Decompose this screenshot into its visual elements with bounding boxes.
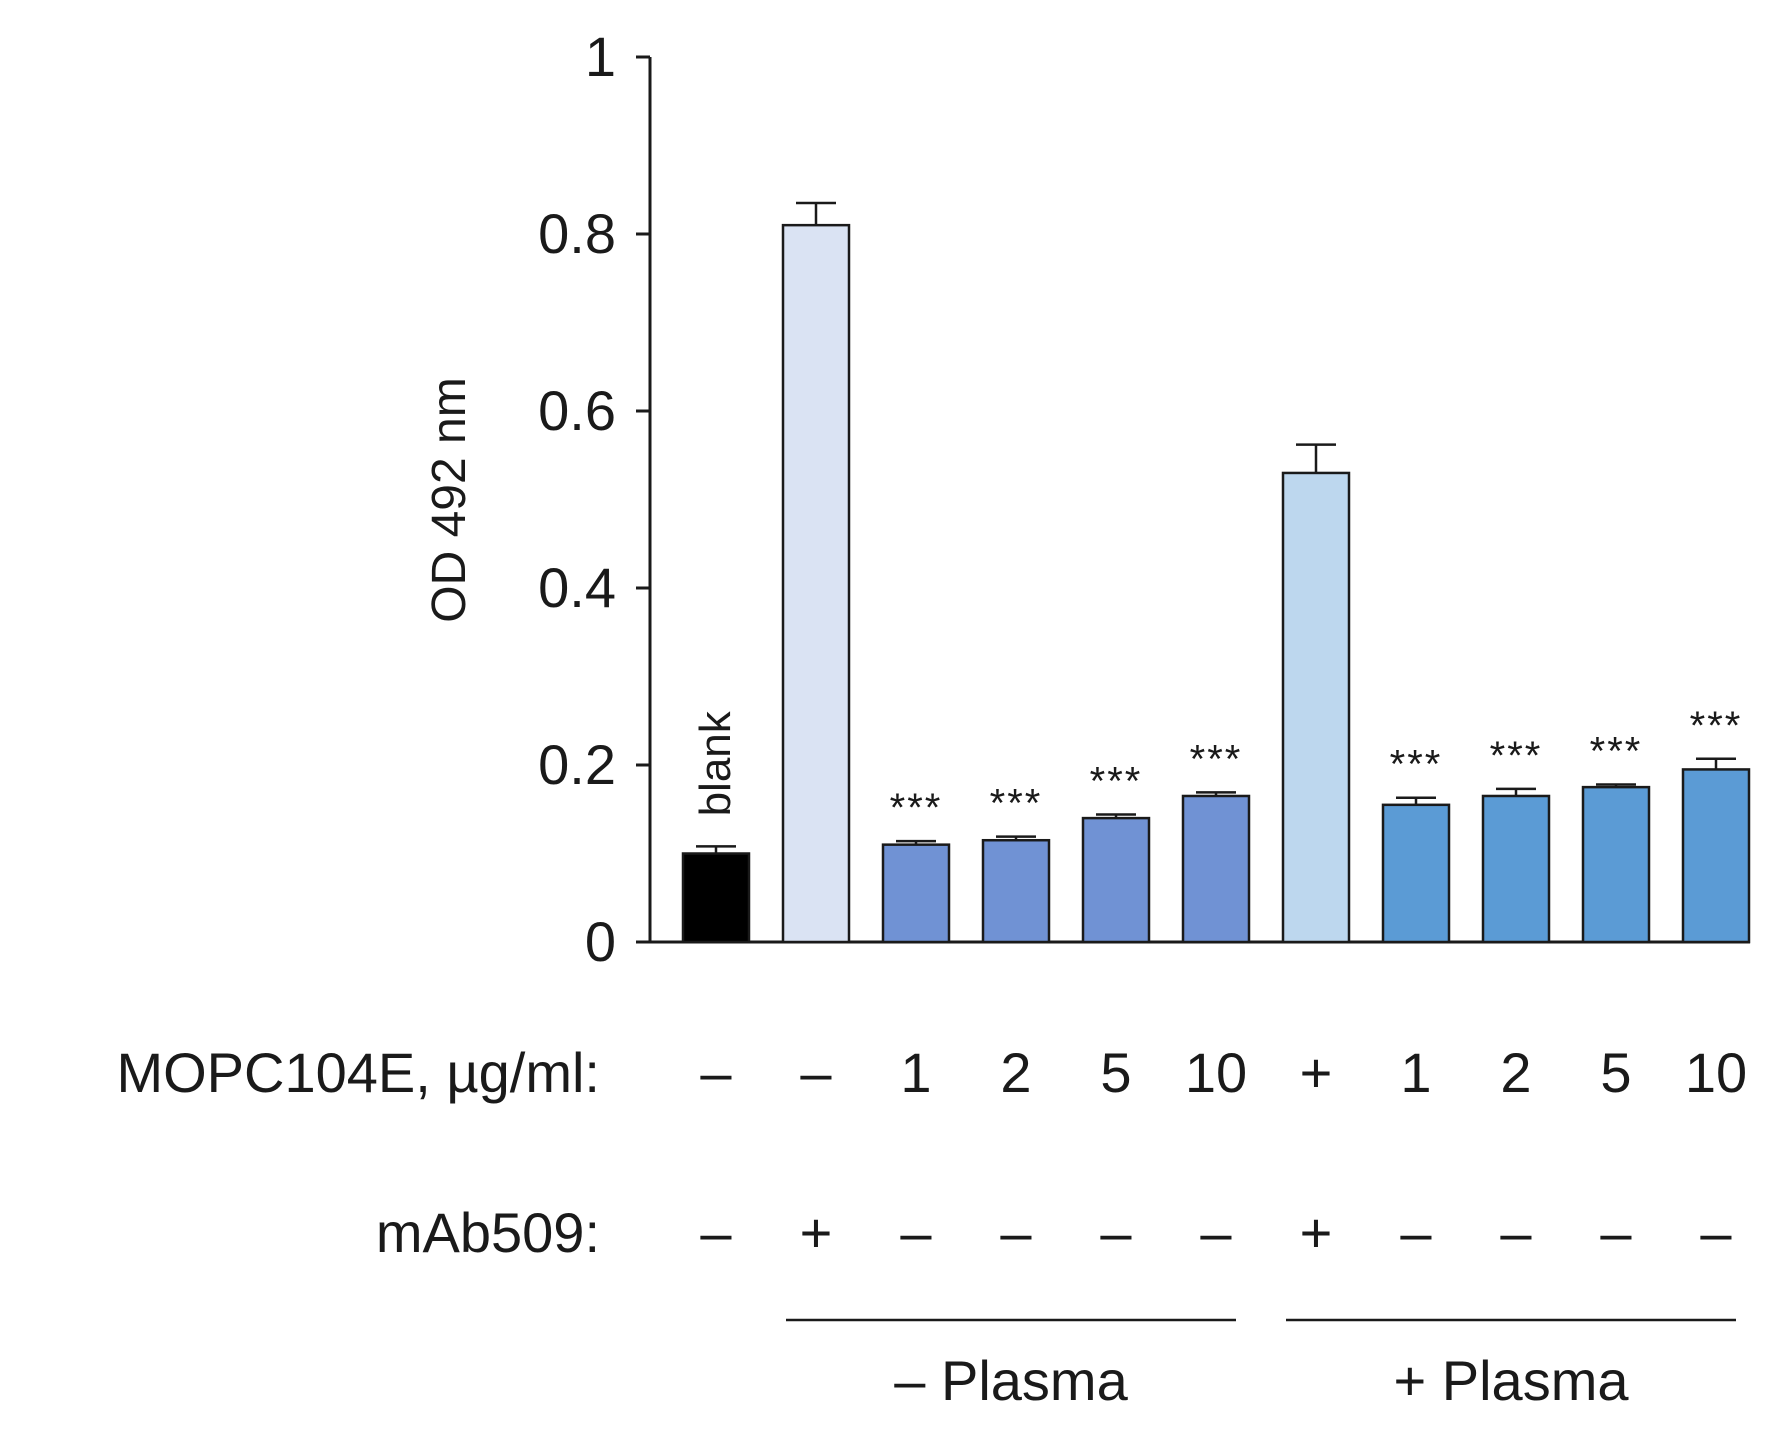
condition-cell: 1 bbox=[1400, 1041, 1431, 1104]
significance-label: *** bbox=[990, 782, 1043, 826]
group-label: + Plasma bbox=[1394, 1349, 1630, 1412]
condition-table: MOPC104E, µg/ml: – – 1 2 5 10 +1 2 5 10 mAb509: – + – –… bbox=[116, 1041, 1747, 1264]
condition-cell: + bbox=[800, 1201, 833, 1264]
condition-cell: + bbox=[1300, 1201, 1333, 1264]
bar bbox=[1681, 768, 1751, 944]
bar bbox=[881, 843, 951, 944]
significance-label: *** bbox=[1090, 760, 1143, 804]
significance-label: *** bbox=[1190, 737, 1243, 781]
significance-label: *** bbox=[1690, 704, 1743, 748]
row-label: MOPC104E, µg/ml: bbox=[116, 1041, 600, 1104]
condition-cell: – bbox=[1200, 1201, 1232, 1264]
y-tick-label: 0.2 bbox=[538, 733, 616, 796]
condition-cell: – bbox=[700, 1041, 732, 1104]
condition-cell: 2 bbox=[1500, 1041, 1531, 1104]
significance-label: *** bbox=[1390, 743, 1443, 787]
bar bbox=[1381, 803, 1451, 944]
bar bbox=[1181, 794, 1251, 944]
condition-cell: 5 bbox=[1600, 1041, 1631, 1104]
significance-label: *** bbox=[1590, 729, 1643, 773]
y-tick-label: 0.8 bbox=[538, 202, 616, 265]
significance-label: *** bbox=[1490, 734, 1543, 778]
condition-cell: – bbox=[1000, 1201, 1032, 1264]
condition-cell: 10 bbox=[1685, 1041, 1747, 1104]
significance-label: *** bbox=[890, 786, 943, 830]
condition-cell: 2 bbox=[1000, 1041, 1031, 1104]
condition-cell: – bbox=[1100, 1201, 1132, 1264]
condition-cell: + bbox=[1300, 1041, 1333, 1104]
bar bbox=[1081, 816, 1151, 944]
y-axis-title: OD 492 nm bbox=[423, 377, 476, 622]
condition-cell: – bbox=[900, 1201, 932, 1264]
condition-cell: – bbox=[800, 1041, 832, 1104]
condition-cell: – bbox=[1700, 1201, 1732, 1264]
bar bbox=[781, 223, 851, 944]
bar bbox=[1281, 471, 1351, 944]
blank-label: blank bbox=[691, 710, 740, 816]
bar bbox=[981, 838, 1051, 944]
condition-cell: 10 bbox=[1185, 1041, 1247, 1104]
row-label: mAb509: bbox=[376, 1201, 600, 1264]
y-axis: 0 0.2 0.4 0.6 0.8 1 bbox=[538, 25, 1750, 973]
group-label: – Plasma bbox=[894, 1349, 1128, 1412]
condition-cell: – bbox=[1600, 1201, 1632, 1264]
bars-group: blank *** *** *** *** *** *** *** *** bbox=[681, 201, 1751, 944]
group-brackets: – Plasma + Plasma bbox=[786, 1318, 1736, 1412]
y-tick-label: 0.4 bbox=[538, 556, 616, 619]
bar bbox=[1581, 785, 1651, 944]
bar bbox=[681, 852, 751, 944]
y-tick-label: 0.6 bbox=[538, 379, 616, 442]
y-tick-label: 0 bbox=[585, 910, 616, 973]
condition-cell: 5 bbox=[1100, 1041, 1131, 1104]
condition-cell: 1 bbox=[900, 1041, 931, 1104]
condition-cell: – bbox=[700, 1201, 732, 1264]
y-tick-label: 1 bbox=[585, 25, 616, 88]
condition-cell: – bbox=[1500, 1201, 1532, 1264]
bar bbox=[1481, 794, 1551, 944]
condition-cell: – bbox=[1400, 1201, 1432, 1264]
